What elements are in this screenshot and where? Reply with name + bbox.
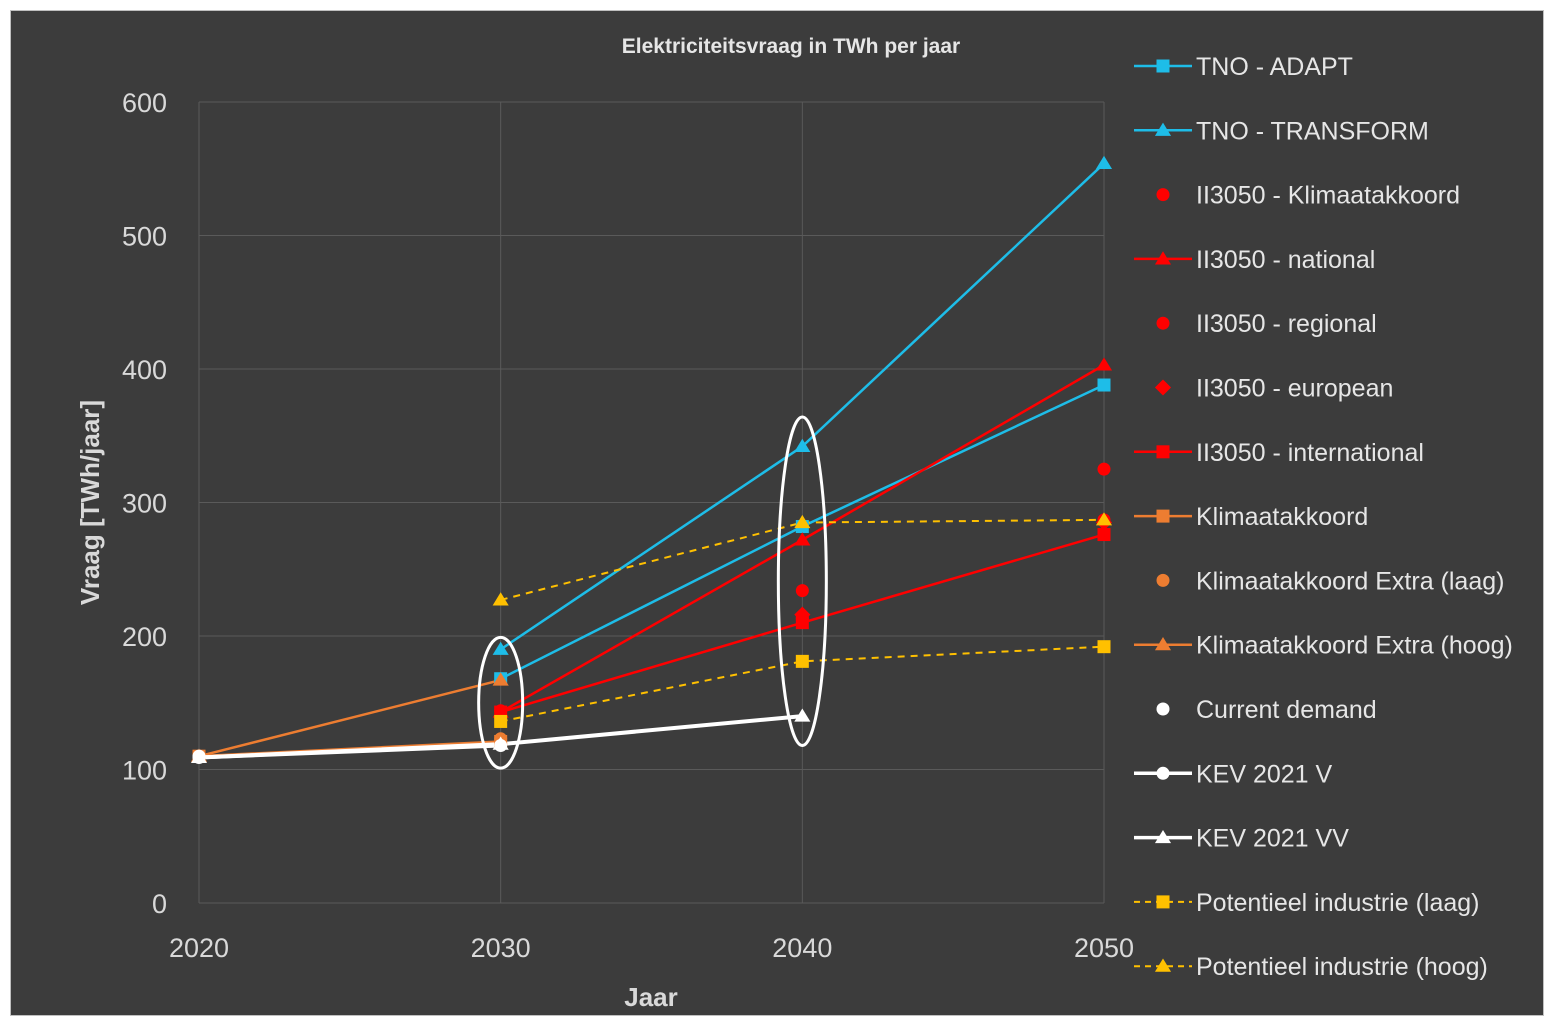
legend-item: TNO - ADAPT (1134, 53, 1353, 81)
legend-marker (1156, 573, 1170, 587)
data-point (492, 592, 509, 606)
legend-label: II3050 - regional (1196, 310, 1377, 338)
legend-marker (1154, 958, 1172, 972)
legend-item: II3050 - national (1134, 246, 1375, 274)
data-point (794, 532, 811, 546)
legend-label: II3050 - national (1196, 246, 1375, 274)
series-line (500, 645, 1105, 723)
legend-item: KEV 2021 VV (1134, 825, 1349, 853)
legend-item: Potentieel industrie (laag) (1134, 889, 1480, 917)
x-tick-label: 2050 (1074, 933, 1134, 963)
legend-item: Klimaatakkoord Extra (laag) (1156, 567, 1504, 595)
legend-label: Potentieel industrie (hoog) (1196, 953, 1488, 981)
data-point (494, 714, 508, 728)
chart-title: Elektriciteitsvraag in TWh per jaar (622, 35, 960, 58)
data-point (1097, 378, 1111, 392)
chart-container: Elektriciteitsvraag in TWh per jaar 0 100 2… (10, 10, 1544, 1016)
y-tick-label: 400 (122, 355, 167, 385)
legend-marker (1154, 829, 1172, 844)
legend-label: II3050 - international (1196, 439, 1424, 467)
x-tick-label: 2040 (772, 933, 832, 963)
highlight-ellipse (776, 415, 828, 747)
gridlines (198, 101, 1105, 904)
legend-marker (1156, 316, 1170, 330)
legend-label: Klimaatakkoord Extra (hoog) (1196, 632, 1513, 660)
legend-item: Klimaatakkoord Extra (hoog) (1134, 632, 1513, 660)
y-tick-label: 100 (122, 756, 167, 786)
y-tick-label: 300 (122, 489, 167, 519)
legend-item: II3050 - regional (1156, 310, 1377, 338)
legend-label: Potentieel industrie (laag) (1196, 889, 1480, 917)
legend-label: TNO - TRANSFORM (1196, 117, 1429, 145)
data-point (492, 736, 509, 750)
legend-label: II3050 - Klimaatakkoord (1196, 182, 1460, 210)
legend-item: II3050 - international (1134, 439, 1424, 467)
legend-marker (1154, 379, 1172, 396)
legend-marker (1154, 251, 1172, 265)
legend-label: Current demand (1196, 696, 1377, 724)
data-point (492, 641, 509, 655)
legend-label: KEV 2021 V (1196, 760, 1333, 788)
legend-marker (1154, 122, 1172, 136)
legend-label: Klimaatakkoord (1196, 503, 1368, 531)
legend-marker (1156, 188, 1170, 202)
y-tick-label: 600 (122, 88, 167, 118)
legend-item: TNO - TRANSFORM (1134, 117, 1429, 145)
legend-marker (1156, 509, 1170, 523)
data-point (794, 708, 811, 722)
y-tick-label: 0 (152, 889, 167, 919)
legend-marker (1156, 59, 1170, 73)
legend-item: Potentieel industrie (hoog) (1134, 953, 1488, 981)
series-lines (198, 162, 1105, 760)
data-point (795, 654, 809, 668)
x-tick-label: 2020 (169, 933, 229, 963)
legend-item: Current demand (1156, 696, 1377, 724)
line-chart: Elektriciteitsvraag in TWh per jaar 0 100 2… (75, 35, 1513, 1012)
data-point (1095, 155, 1113, 169)
legend-label: II3050 - european (1196, 375, 1393, 403)
legend-label: KEV 2021 VV (1196, 825, 1349, 853)
data-point (794, 438, 811, 452)
legend-marker (1156, 702, 1170, 716)
legend-item: KEV 2021 V (1134, 760, 1333, 788)
y-tick-label: 500 (122, 222, 167, 252)
legend-item: Klimaatakkoord (1134, 503, 1368, 531)
legend-item: II3050 - Klimaatakkoord (1156, 182, 1460, 210)
data-point (1097, 528, 1111, 542)
data-point (1095, 512, 1113, 526)
highlight-ellipse (477, 635, 525, 770)
data-point (795, 616, 809, 630)
legend-item: II3050 - european (1154, 375, 1393, 403)
series-line (198, 678, 501, 758)
data-point (794, 514, 811, 529)
y-axis-title: Vraag [TWh/jaar] (75, 400, 105, 605)
data-point (795, 584, 809, 598)
data-point (1097, 462, 1111, 476)
data-point (190, 749, 208, 764)
y-tick-label: 200 (122, 622, 167, 652)
legend-marker (1156, 766, 1170, 780)
legend-label: Klimaatakkoord Extra (laag) (1196, 567, 1504, 595)
legend: TNO - ADAPT TNO - TRANSFORM II3050 - Klima… (1134, 53, 1513, 981)
x-axis-title: Jaar (624, 982, 678, 1012)
data-point (492, 672, 509, 686)
legend-marker (1156, 445, 1170, 459)
data-point (1095, 357, 1113, 371)
series-markers (190, 155, 1113, 764)
data-point (1097, 640, 1111, 654)
legend-marker (1154, 637, 1172, 651)
legend-label: TNO - ADAPT (1196, 53, 1353, 81)
legend-marker (1156, 895, 1170, 909)
series-line (500, 518, 1105, 601)
x-tick-label: 2030 (471, 933, 531, 963)
